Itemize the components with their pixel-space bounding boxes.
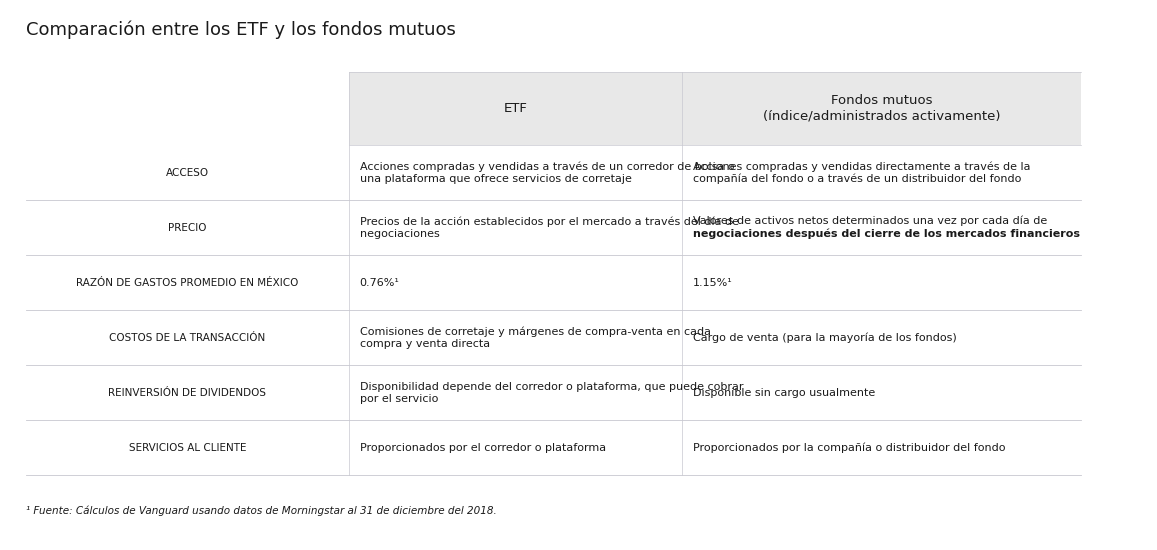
Text: negociaciones después del cierre de los mercados financieros: negociaciones después del cierre de los … xyxy=(693,229,1079,239)
Text: ACCESO: ACCESO xyxy=(165,168,209,178)
Text: Proporcionados por la compañía o distribuidor del fondo: Proporcionados por la compañía o distrib… xyxy=(693,443,1005,453)
Text: Disponible sin cargo usualmente: Disponible sin cargo usualmente xyxy=(693,388,876,398)
Text: ¹ Fuente: Cálculos de Vanguard usando datos de Morningstar al 31 de diciembre de: ¹ Fuente: Cálculos de Vanguard usando da… xyxy=(27,505,496,516)
Text: Comparación entre los ETF y los fondos mutuos: Comparación entre los ETF y los fondos m… xyxy=(27,20,456,39)
Text: Acciones compradas y vendidas a través de un corredor de bolsa o
una plataforma : Acciones compradas y vendidas a través d… xyxy=(360,162,734,184)
Text: Comisiones de corretaje y márgenes de compra-venta en cada
compra y venta direct: Comisiones de corretaje y márgenes de co… xyxy=(360,327,710,349)
Text: PRECIO: PRECIO xyxy=(168,223,207,233)
Text: RAZÓN DE GASTOS PROMEDIO EN MÉXICO: RAZÓN DE GASTOS PROMEDIO EN MÉXICO xyxy=(76,278,299,288)
Text: 1.15%¹: 1.15%¹ xyxy=(693,278,732,288)
Text: Acciones compradas y vendidas directamente a través de la
compañía del fondo o a: Acciones compradas y vendidas directamen… xyxy=(693,161,1031,184)
Text: Fondos mutuos
(índice/administrados activamente): Fondos mutuos (índice/administrados acti… xyxy=(762,95,1001,123)
Bar xyxy=(348,72,1081,145)
Text: COSTOS DE LA TRANSACCIÓN: COSTOS DE LA TRANSACCIÓN xyxy=(109,333,265,343)
Text: REINVERSIÓN DE DIVIDENDOS: REINVERSIÓN DE DIVIDENDOS xyxy=(109,388,266,398)
Text: SERVICIOS AL CLIENTE: SERVICIOS AL CLIENTE xyxy=(128,443,246,453)
Text: Proporcionados por el corredor o plataforma: Proporcionados por el corredor o platafo… xyxy=(360,443,605,453)
Text: Cargo de venta (para la mayoría de los fondos): Cargo de venta (para la mayoría de los f… xyxy=(693,333,957,343)
Text: ETF: ETF xyxy=(503,102,528,115)
Text: Precios de la acción establecidos por el mercado a través del día de
negociacion: Precios de la acción establecidos por el… xyxy=(360,217,738,239)
Text: Disponibilidad depende del corredor o plataforma, que puede cobrar
por el servic: Disponibilidad depende del corredor o pl… xyxy=(360,382,743,404)
Text: Valores de activos netos determinados una vez por cada día de: Valores de activos netos determinados un… xyxy=(693,216,1047,226)
Text: 0.76%¹: 0.76%¹ xyxy=(360,278,399,288)
